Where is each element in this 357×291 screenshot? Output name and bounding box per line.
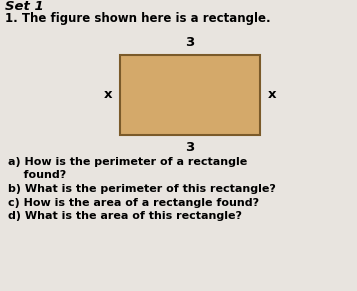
Bar xyxy=(120,55,260,135)
Text: d) What is the area of this rectangle?: d) What is the area of this rectangle? xyxy=(8,211,242,221)
Text: 3: 3 xyxy=(185,141,195,154)
Text: x: x xyxy=(268,88,277,102)
Text: found?: found? xyxy=(8,171,66,180)
Text: Set 1: Set 1 xyxy=(5,0,44,13)
Text: a) How is the perimeter of a rectangle: a) How is the perimeter of a rectangle xyxy=(8,157,247,167)
Text: 1. The figure shown here is a rectangle.: 1. The figure shown here is a rectangle. xyxy=(5,12,271,25)
Text: 3: 3 xyxy=(185,36,195,49)
Text: c) How is the area of a rectangle found?: c) How is the area of a rectangle found? xyxy=(8,198,259,207)
Text: b) What is the perimeter of this rectangle?: b) What is the perimeter of this rectang… xyxy=(8,184,276,194)
Text: x: x xyxy=(104,88,112,102)
